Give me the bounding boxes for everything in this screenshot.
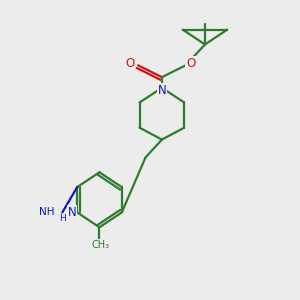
Text: O: O — [125, 57, 134, 70]
Text: O: O — [186, 57, 196, 70]
Text: N: N — [68, 206, 76, 219]
Text: CH₃: CH₃ — [92, 240, 110, 250]
Text: H: H — [59, 214, 66, 224]
Text: N: N — [158, 84, 166, 97]
Text: NH: NH — [39, 207, 55, 218]
